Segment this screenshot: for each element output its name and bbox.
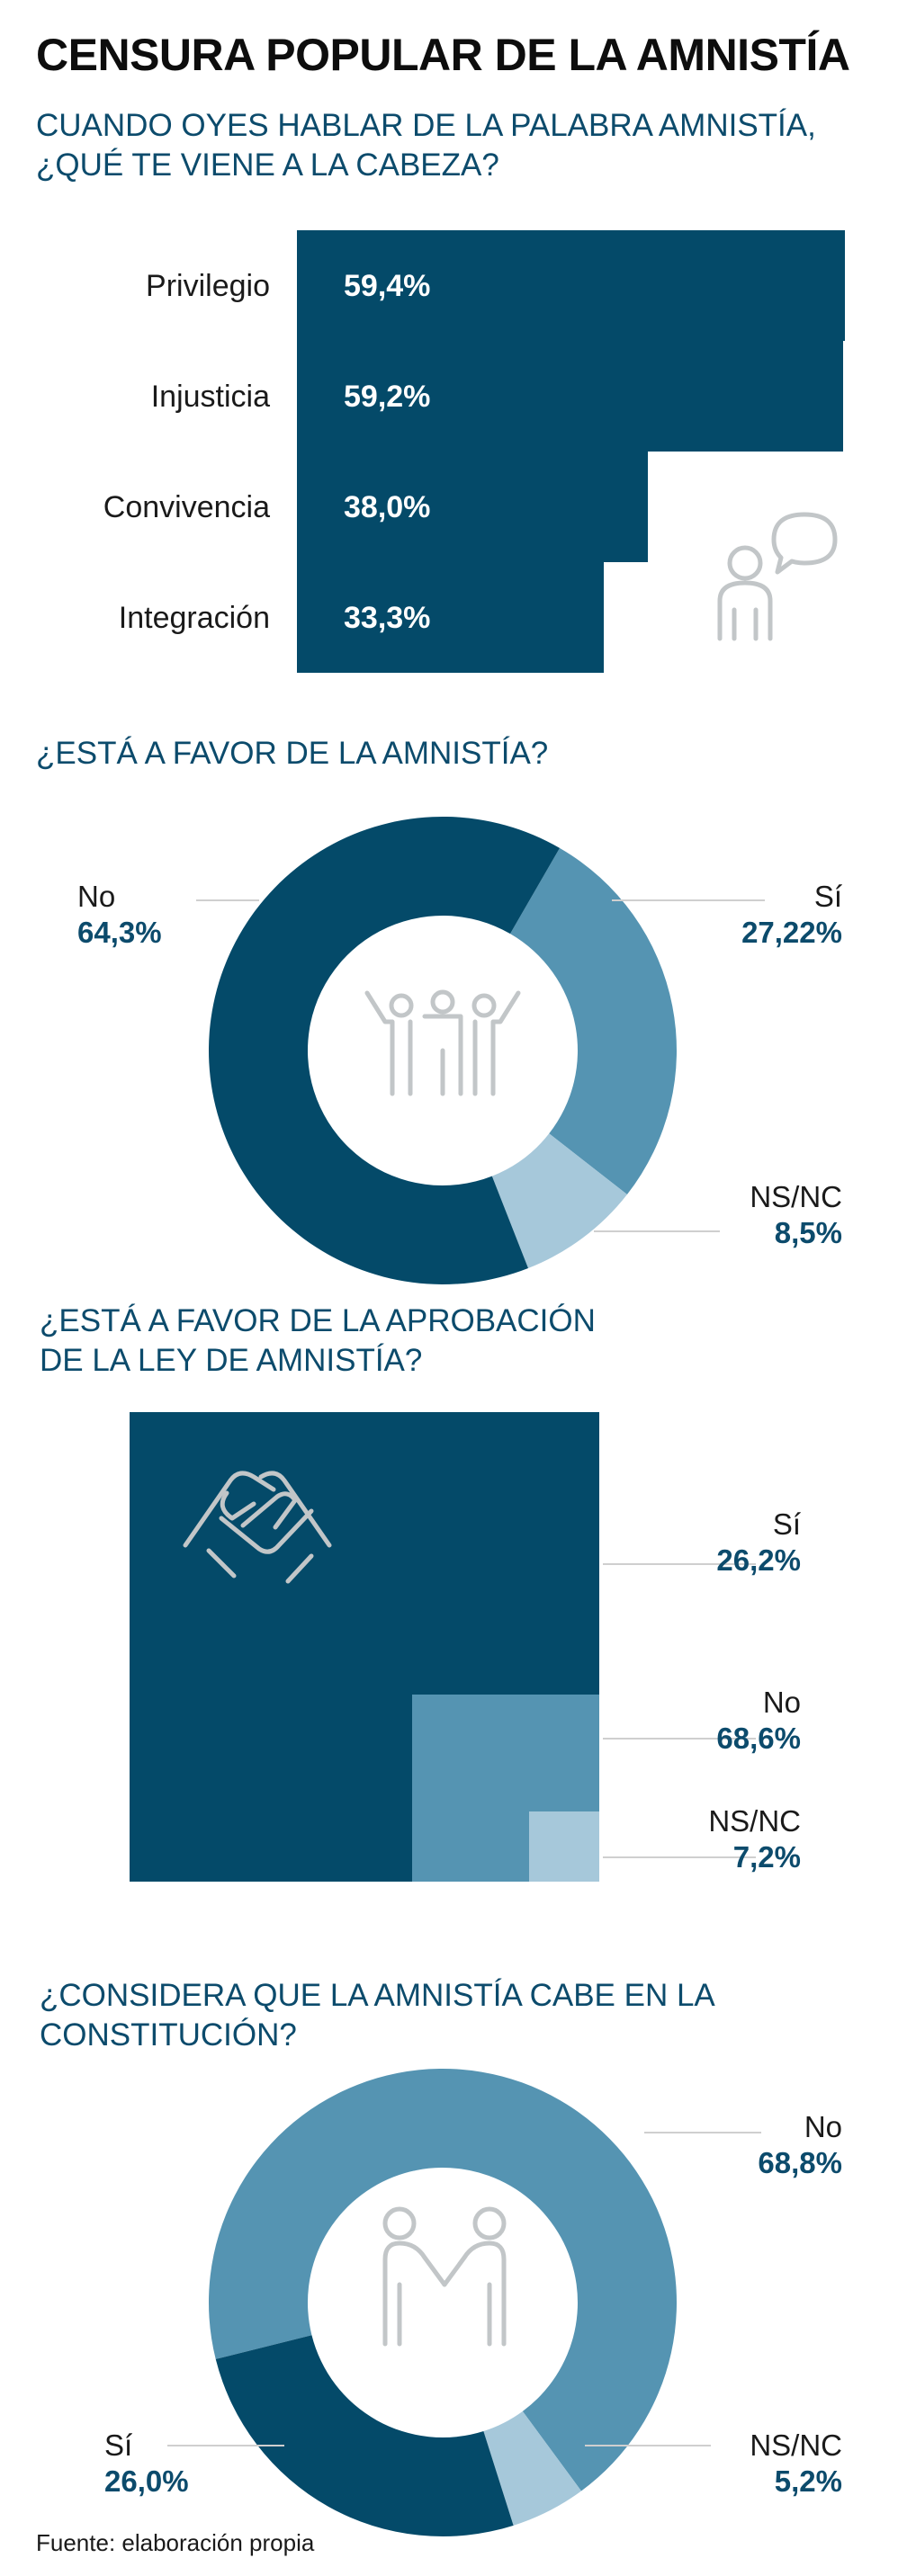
question-2-title-line1: ¿ESTÁ A FAVOR DE LA AMNISTÍA? <box>36 736 549 771</box>
donut2-value-nsnc: 5,2% <box>774 2464 842 2498</box>
bar-value-integracion: 33,3% <box>344 600 431 635</box>
leader-si-1 <box>612 899 765 901</box>
question-3-title: ¿ESTÁ A FAVOR DE LA APROBACIÓN DE LA LEY… <box>40 1301 596 1381</box>
donut1-label-si: Sí <box>813 880 842 913</box>
speech-person-icon <box>717 512 838 641</box>
question-1-title-line2: ¿QUÉ TE VIENE A LA CABEZA? <box>36 148 499 183</box>
group-people-icon <box>364 989 521 1096</box>
donut-slice-s <box>215 2335 514 2537</box>
clasped-hands-icon <box>183 1471 332 1584</box>
bar-label-injusticia: Injusticia <box>150 379 270 414</box>
donut-slice-no <box>209 2069 678 2491</box>
leader-nsnc-4 <box>585 2445 711 2446</box>
donut1-label-no: No <box>77 880 116 913</box>
leader-nsnc-3 <box>603 1856 756 1858</box>
donut2-label-no: No <box>804 2110 842 2143</box>
squares-value-nsnc: 7,2% <box>732 1840 801 1874</box>
question-4-title-line1: ¿CONSIDERA QUE LA AMNISTÍA CABE EN LA <box>40 1978 715 2013</box>
bar-integracion <box>297 562 605 673</box>
donut-chart-amnistia <box>209 817 677 1285</box>
squares-value-no: 68,6% <box>716 1722 801 1755</box>
leader-no-1 <box>196 899 259 901</box>
bar-label-integracion: Integración <box>118 600 270 635</box>
donut-slice-no <box>209 817 561 1285</box>
leader-no-3 <box>603 1738 756 1740</box>
donut2-label-si: Sí <box>104 2428 133 2462</box>
donut1-label-nsnc: NS/NC <box>750 1180 842 1213</box>
question-3-title-line1: ¿ESTÁ A FAVOR DE LA APROBACIÓN <box>40 1303 596 1338</box>
leader-si-3 <box>603 1563 756 1565</box>
bar-label-privilegio: Privilegio <box>146 268 270 303</box>
bar-privilegio <box>297 230 845 341</box>
question-1-title-line1: CUANDO OYES HABLAR DE LA PALABRA AMNISTÍ… <box>36 108 816 143</box>
squares-label-nsnc: NS/NC <box>708 1804 801 1838</box>
donut1-value-nsnc: 8,5% <box>774 1216 842 1249</box>
donut-slice-s <box>510 847 677 1194</box>
squares-value-si: 26,2% <box>716 1543 801 1577</box>
donut-slice-nsnc <box>491 1133 627 1269</box>
bar-label-convivencia: Convivencia <box>103 489 270 524</box>
question-4-title-line2: CONSTITUCIÓN? <box>40 2017 297 2053</box>
bar-value-injusticia: 59,2% <box>344 379 431 414</box>
bar-convivencia <box>297 452 648 562</box>
donut1-value-no: 64,3% <box>77 916 162 949</box>
question-1-title: CUANDO OYES HABLAR DE LA PALABRA AMNISTÍ… <box>36 106 816 185</box>
main-title: CENSURA POPULAR DE LA AMNISTÍA <box>36 30 850 80</box>
donut2-value-no: 68,8% <box>758 2146 842 2179</box>
leader-si-4 <box>167 2445 284 2446</box>
donut2-value-si: 26,0% <box>104 2464 189 2498</box>
question-2-title: ¿ESTÁ A FAVOR DE LA AMNISTÍA? <box>36 734 548 774</box>
bar-injusticia <box>297 341 843 452</box>
bar-value-convivencia: 38,0% <box>344 489 431 524</box>
donut-slice-nsnc <box>483 2411 581 2526</box>
squares-label-si: Sí <box>772 1507 801 1541</box>
bar-value-privilegio: 59,4% <box>344 268 431 303</box>
handshake-icon <box>382 2206 507 2347</box>
question-3-title-line2: DE LA LEY DE AMNISTÍA? <box>40 1343 423 1378</box>
square-nsnc <box>529 1811 599 1882</box>
donut2-label-nsnc: NS/NC <box>750 2428 842 2462</box>
squares-label-no: No <box>762 1686 801 1719</box>
donut1-value-si: 27,22% <box>741 916 842 949</box>
leader-nsnc-1 <box>594 1230 720 1232</box>
leader-no-4 <box>644 2132 761 2133</box>
source-note: Fuente: elaboración propia <box>36 2529 315 2556</box>
question-4-title: ¿CONSIDERA QUE LA AMNISTÍA CABE EN LA CO… <box>40 1976 715 2055</box>
